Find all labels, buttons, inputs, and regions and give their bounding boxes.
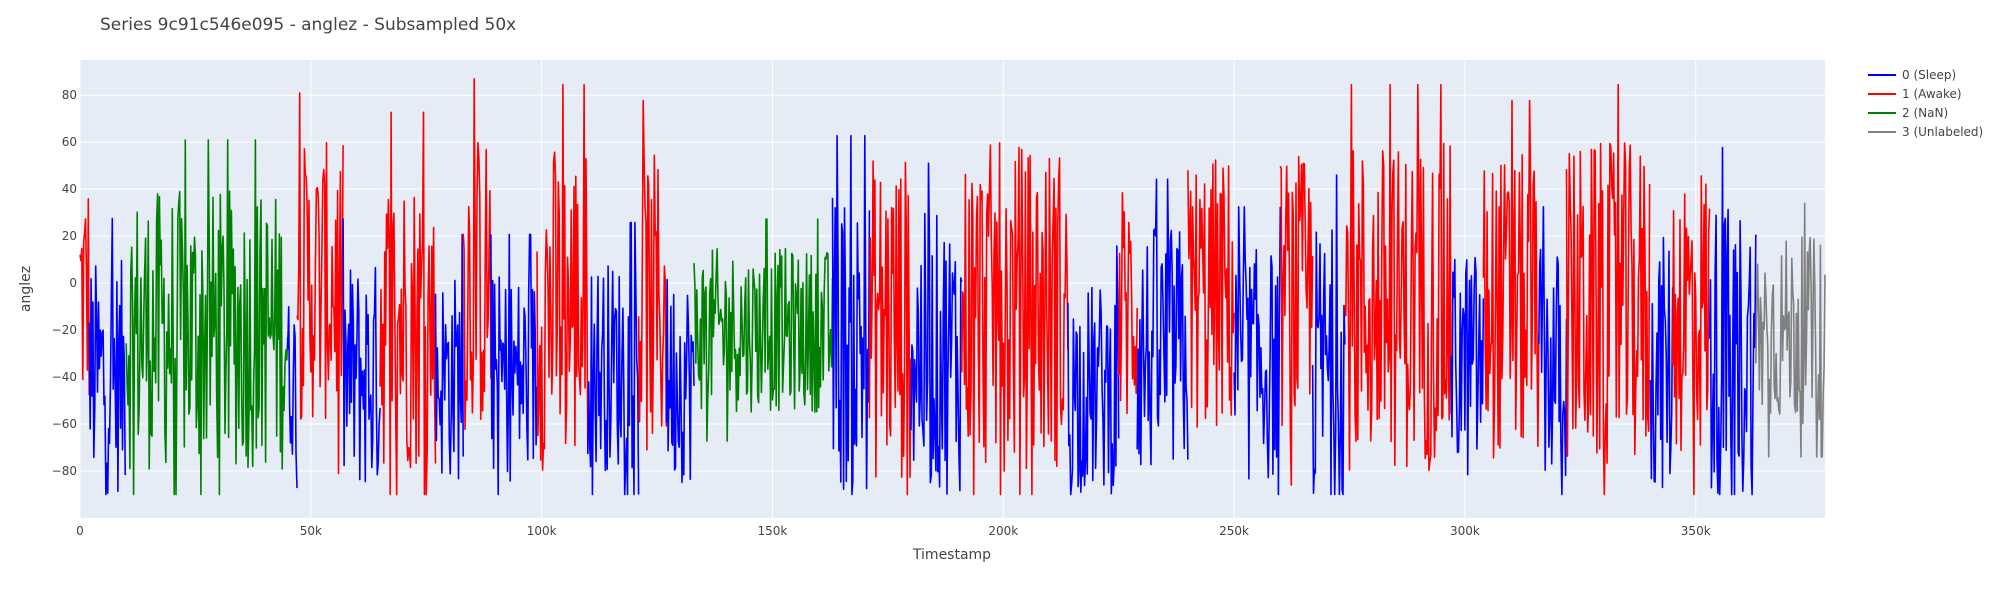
- series-line-1-awake-: [462, 78, 492, 431]
- series-line-0-sleep-: [88, 217, 127, 496]
- series-line-1-awake-: [1117, 192, 1138, 415]
- legend: 0 (Sleep) 1 (Awake) 2 (NaN) 3 (Unlabeled): [1868, 68, 1983, 139]
- series-line-1-awake-: [868, 160, 912, 496]
- series-line-1-awake-: [960, 142, 1069, 496]
- series-line-1-awake-: [1671, 175, 1711, 496]
- series-line-0-sleep-: [831, 134, 871, 496]
- legend-item[interactable]: 1 (Awake): [1868, 87, 1962, 101]
- legend-label: 1 (Awake): [1902, 87, 1962, 101]
- series-line-1-awake-: [1279, 155, 1314, 486]
- series-line-1-awake-: [637, 99, 668, 451]
- legend-label: 3 (Unlabeled): [1902, 125, 1983, 139]
- series-line-0-sleep-: [665, 278, 695, 484]
- series-line-0-sleep-: [1708, 146, 1757, 496]
- series-line-0-sleep-: [1450, 256, 1485, 476]
- y-tick-label: 40: [62, 182, 77, 196]
- series-line-0-sleep-: [587, 221, 640, 496]
- series-line-0-sleep-: [1649, 236, 1674, 489]
- grid-lines: [79, 60, 1825, 518]
- y-tick-label: −20: [52, 323, 77, 337]
- series-line-1-awake-: [1482, 99, 1540, 459]
- y-tick-label: 60: [62, 135, 77, 149]
- series-line-0-sleep-: [286, 305, 298, 489]
- y-tick-label: 20: [62, 229, 77, 243]
- x-axis-title: Timestamp: [912, 547, 991, 563]
- series-line-0-sleep-: [490, 233, 538, 496]
- x-tick-label: 300k: [1450, 524, 1480, 538]
- series-line-1-awake-: [536, 83, 589, 471]
- y-tick-label: 80: [62, 88, 77, 102]
- y-tick-label: −80: [52, 464, 77, 478]
- series-line-1-awake-: [1344, 83, 1452, 472]
- series-line-0-sleep-: [434, 233, 465, 480]
- series-line-2-nan-: [125, 139, 289, 496]
- series-line-2-nan-: [693, 218, 834, 442]
- y-tick-label: −60: [52, 417, 77, 431]
- series-line-1-awake-: [379, 111, 437, 496]
- x-tick-label: 50k: [300, 524, 322, 538]
- x-tick-label: 200k: [988, 524, 1018, 538]
- series-lines: [79, 78, 1826, 496]
- series-line-0-sleep-: [1538, 206, 1568, 496]
- legend-label: 0 (Sleep): [1902, 68, 1956, 82]
- series-line-1-awake-: [1565, 83, 1651, 496]
- legend-item[interactable]: 2 (NaN): [1868, 106, 1948, 120]
- series-line-0-sleep-: [342, 218, 381, 483]
- y-axis-ticks: −80 −60 −40 −20 0 20 40 60 80: [52, 88, 77, 478]
- chart-title: Series 9c91c546e095 - anglez - Subsample…: [100, 15, 516, 35]
- series-line-1-awake-: [296, 92, 344, 475]
- series-line-3-unlabeled-: [1755, 202, 1826, 458]
- x-axis-ticks: 0 50k 100k 150k 200k 250k 300k 350k: [76, 524, 1711, 538]
- x-tick-label: 250k: [1219, 524, 1249, 538]
- y-axis-title: anglez: [18, 266, 34, 312]
- legend-label: 2 (NaN): [1902, 106, 1948, 120]
- series-line-0-sleep-: [1136, 178, 1189, 466]
- series-line-0-sleep-: [1311, 174, 1346, 496]
- x-tick-label: 350k: [1681, 524, 1711, 538]
- series-line-0-sleep-: [1233, 206, 1282, 496]
- x-tick-label: 150k: [758, 524, 788, 538]
- y-tick-label: 0: [69, 276, 77, 290]
- legend-item[interactable]: 3 (Unlabeled): [1868, 125, 1983, 139]
- x-tick-label: 0: [76, 524, 84, 538]
- x-tick-label: 100k: [527, 524, 557, 538]
- y-tick-label: −40: [52, 370, 77, 384]
- series-line-0-sleep-: [910, 162, 963, 495]
- series-line-0-sleep-: [1067, 245, 1120, 496]
- series-line-1-awake-: [79, 198, 90, 396]
- series-line-1-awake-: [1187, 159, 1235, 428]
- legend-item[interactable]: 0 (Sleep): [1868, 68, 1956, 82]
